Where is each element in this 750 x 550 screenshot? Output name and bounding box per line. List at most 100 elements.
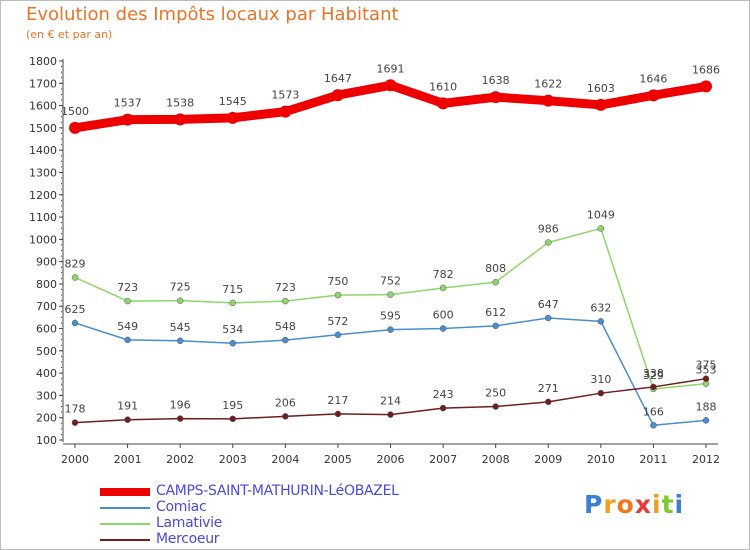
data-label-camps: 1573 (271, 89, 299, 102)
data-point-comiac (176, 337, 184, 345)
y-tick-label: 600 (36, 323, 57, 336)
data-label-mercoeur: 206 (275, 396, 296, 409)
x-tick-label: 2007 (429, 453, 457, 466)
data-point-lamativie (334, 291, 342, 299)
data-point-lamativie (282, 297, 289, 305)
logo-letter: P (584, 490, 604, 519)
data-label-comiac: 534 (222, 323, 243, 336)
x-tick-label: 2009 (534, 453, 562, 466)
data-label-mercoeur: 250 (485, 387, 506, 400)
data-label-comiac: 612 (485, 306, 506, 319)
data-point-camps (437, 97, 450, 110)
data-point-mercoeur (282, 413, 289, 420)
data-point-lamativie (124, 297, 131, 305)
data-label-lamativie: 752 (380, 275, 401, 288)
data-point-comiac (439, 325, 447, 332)
data-point-lamativie (545, 239, 552, 246)
data-point-mercoeur (650, 383, 657, 391)
legend-label-camps: CAMPS-SAINT-MATHURIN-LéOBAZEL (156, 483, 399, 499)
y-tick-label: 100 (36, 434, 57, 447)
data-label-lamativie: 986 (538, 222, 559, 235)
data-label-camps: 1638 (482, 74, 510, 87)
data-label-mercoeur: 338 (643, 367, 664, 380)
data-point-mercoeur (545, 398, 552, 406)
data-point-comiac (545, 314, 552, 322)
data-point-lamativie (492, 278, 499, 286)
data-point-lamativie (387, 291, 394, 298)
data-label-comiac: 545 (170, 321, 191, 334)
data-point-camps (121, 113, 134, 126)
data-label-camps: 1538 (166, 96, 194, 109)
data-label-camps: 1647 (324, 72, 352, 85)
legend-label-mercoeur: Mercoeur (156, 531, 220, 547)
x-tick-label: 2005 (324, 453, 352, 466)
data-point-camps (279, 105, 292, 118)
y-tick-label: 400 (36, 367, 57, 380)
chart-subtitle: (en € et par an) (26, 28, 113, 41)
legend-label-lamativie: Lamativie (156, 515, 223, 531)
data-label-comiac: 188 (696, 400, 717, 413)
data-point-mercoeur (124, 416, 131, 423)
data-label-lamativie: 725 (170, 281, 191, 294)
logo-letter: i (652, 490, 662, 519)
data-label-lamativie: 750 (327, 275, 348, 288)
data-point-camps (174, 113, 187, 126)
logo-letter: t (661, 490, 675, 519)
data-label-camps: 1691 (377, 62, 405, 75)
y-tick-label: 1200 (29, 189, 57, 202)
data-point-camps (700, 80, 712, 93)
data-point-camps (331, 89, 344, 102)
data-point-camps (647, 89, 660, 102)
x-tick-label: 2008 (482, 453, 510, 466)
y-tick-label: 1500 (29, 122, 57, 135)
data-point-mercoeur (492, 403, 499, 410)
data-point-mercoeur (387, 411, 394, 418)
data-point-comiac (702, 417, 710, 424)
y-tick-label: 1600 (29, 100, 57, 113)
chart-title: Evolution des Impôts locaux par Habitant (26, 4, 399, 25)
data-label-mercoeur: 217 (327, 394, 348, 407)
data-point-comiac (597, 318, 605, 325)
data-label-lamativie: 782 (433, 268, 454, 281)
y-tick-label: 200 (36, 412, 57, 425)
y-tick-label: 700 (36, 300, 57, 313)
data-label-mercoeur: 243 (433, 388, 454, 401)
data-point-mercoeur (71, 419, 79, 426)
y-tick-label: 300 (36, 389, 57, 402)
data-label-camps: 1545 (219, 95, 247, 108)
data-label-mercoeur: 191 (117, 400, 138, 413)
data-label-mercoeur: 310 (590, 373, 611, 386)
legend-swatch-comiac (100, 507, 150, 509)
data-point-camps (489, 91, 502, 104)
data-label-comiac: 166 (643, 405, 664, 418)
x-tick-label: 2006 (377, 453, 405, 466)
data-point-lamativie (71, 274, 79, 281)
x-tick-label: 2000 (61, 453, 89, 466)
data-point-comiac (387, 326, 394, 333)
y-tick-label: 500 (36, 345, 57, 358)
data-point-comiac (124, 336, 131, 344)
data-point-camps (594, 98, 607, 111)
data-label-mercoeur: 196 (170, 399, 191, 412)
data-label-comiac: 632 (590, 301, 611, 314)
data-point-mercoeur (176, 415, 184, 422)
data-point-comiac (71, 319, 79, 327)
data-point-lamativie (176, 297, 184, 304)
data-point-comiac (229, 339, 236, 347)
data-label-lamativie: 829 (65, 257, 86, 270)
data-label-camps: 1610 (429, 80, 457, 93)
y-tick-label: 1800 (29, 55, 57, 68)
data-label-mercoeur: 375 (696, 359, 717, 372)
data-point-lamativie (597, 225, 605, 232)
data-label-lamativie: 353 (696, 364, 717, 377)
data-point-comiac (492, 322, 499, 330)
data-point-mercoeur (597, 389, 605, 397)
data-label-camps: 1686 (692, 63, 720, 76)
data-label-lamativie: 715 (222, 283, 243, 296)
x-tick-label: 2012 (692, 453, 720, 466)
data-label-camps: 1622 (534, 78, 562, 91)
x-tick-label: 2002 (166, 453, 194, 466)
data-label-lamativie: 1049 (587, 208, 615, 221)
data-label-comiac: 549 (117, 320, 138, 333)
